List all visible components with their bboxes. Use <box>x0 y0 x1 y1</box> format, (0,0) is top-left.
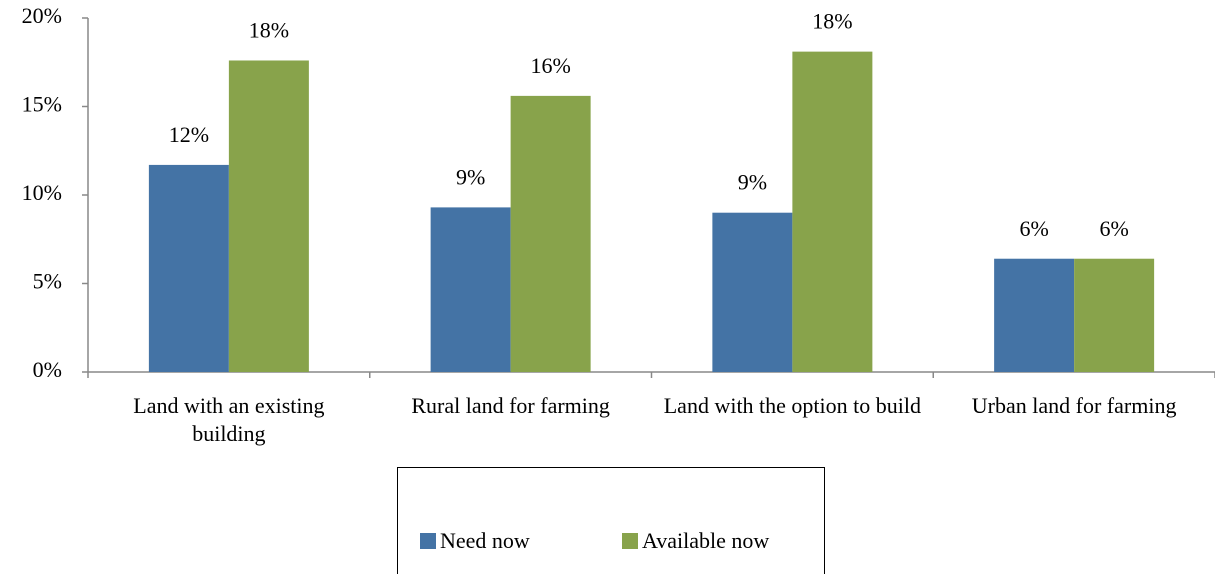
legend-item: Need now <box>420 528 530 554</box>
legend-item: Available now <box>622 528 769 554</box>
x-tick-label: Land with the option to build <box>663 393 921 418</box>
data-label: 6% <box>1019 216 1048 241</box>
bar <box>148 164 229 372</box>
data-label: 18% <box>812 9 852 34</box>
data-label: 16% <box>530 53 570 78</box>
data-label: 9% <box>738 170 767 195</box>
bar <box>792 51 873 372</box>
y-tick-label: 15% <box>22 92 62 117</box>
data-label: 18% <box>249 18 289 43</box>
data-label: 12% <box>169 122 209 147</box>
bar <box>994 258 1075 372</box>
data-label: 9% <box>456 164 485 189</box>
data-label: 6% <box>1099 216 1128 241</box>
legend-label: Need now <box>440 528 530 553</box>
legend: Need now Available now <box>397 467 825 574</box>
bar <box>712 212 793 372</box>
legend-label: Available now <box>642 528 770 553</box>
x-tick-label: Land with an existing building <box>133 393 325 446</box>
legend-swatch <box>622 533 638 549</box>
bar <box>430 207 511 372</box>
legend-swatch <box>420 533 436 549</box>
x-tick-label: Rural land for farming <box>411 393 610 418</box>
y-tick-label: 0% <box>33 357 62 382</box>
bar <box>228 60 309 372</box>
y-tick-label: 10% <box>22 180 62 205</box>
y-tick-label: 5% <box>33 269 62 294</box>
bar <box>1074 258 1155 372</box>
x-tick-label: Urban land for farming <box>971 393 1177 418</box>
bar <box>510 95 591 372</box>
y-tick-label: 20% <box>22 3 62 28</box>
